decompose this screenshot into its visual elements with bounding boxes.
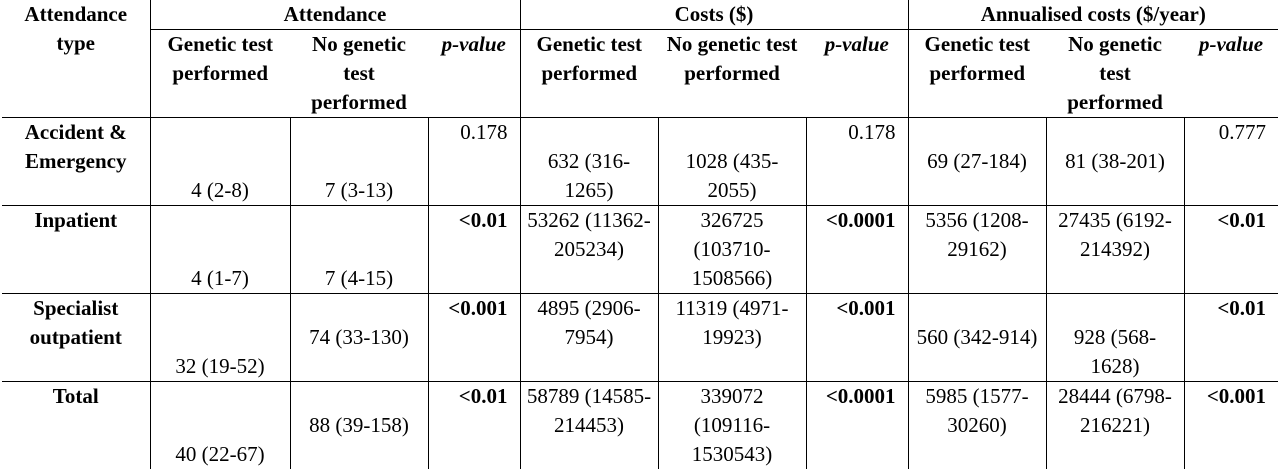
ann-no-genetic-cell: 28444 (6798-216221) <box>1046 382 1184 469</box>
annualised-costs-group-header: Annualised costs ($/year) <box>908 0 1278 30</box>
ann-no-genetic-cell: 81 (38-201) <box>1046 118 1184 206</box>
ann-genetic-cell: 560 (342-914) <box>908 294 1046 382</box>
table-row: Total 40 (22-67) 88 (39-158) <0.01 58789… <box>2 382 1278 469</box>
ann-pvalue-header: p-value <box>1184 30 1278 118</box>
att-no-genetic-header: No genetic test performed <box>290 30 428 118</box>
att-pvalue-header: p-value <box>428 30 520 118</box>
att-no-genetic-cell: 7 (3-13) <box>290 118 428 206</box>
att-genetic-cell: 40 (22-67) <box>150 382 290 469</box>
att-no-genetic-cell: 7 (4-15) <box>290 206 428 294</box>
ann-pvalue-cell: <0.01 <box>1184 206 1278 294</box>
cost-no-genetic-cell: 339072 (109116-1530543) <box>658 382 806 469</box>
row-label: Inpatient <box>2 206 150 294</box>
row-label: Total <box>2 382 150 469</box>
cost-no-genetic-header: No genetic test performed <box>658 30 806 118</box>
row-label-header: Attendance type <box>2 0 150 118</box>
ann-no-genetic-cell: 27435 (6192-214392) <box>1046 206 1184 294</box>
group-header-row: Attendance type Attendance Costs ($) Ann… <box>2 0 1278 30</box>
cost-genetic-cell: 58789 (14585-214453) <box>520 382 658 469</box>
cost-pvalue-cell: <0.0001 <box>806 382 908 469</box>
att-no-genetic-cell: 88 (39-158) <box>290 382 428 469</box>
ann-no-genetic-header: No genetic test performed <box>1046 30 1184 118</box>
cost-no-genetic-cell: 326725 (103710-1508566) <box>658 206 806 294</box>
cost-pvalue-cell: 0.178 <box>806 118 908 206</box>
subheader-row: Genetic test performed No genetic test p… <box>2 30 1278 118</box>
row-label: Specialist outpatient <box>2 294 150 382</box>
table-row: Accident & Emergency 4 (2-8) 7 (3-13) 0.… <box>2 118 1278 206</box>
ann-genetic-header: Genetic test performed <box>908 30 1046 118</box>
cost-no-genetic-cell: 11319 (4971-19923) <box>658 294 806 382</box>
ann-genetic-cell: 69 (27-184) <box>908 118 1046 206</box>
cost-genetic-cell: 632 (316-1265) <box>520 118 658 206</box>
attendance-group-header: Attendance <box>150 0 520 30</box>
table-row: Inpatient 4 (1-7) 7 (4-15) <0.01 53262 (… <box>2 206 1278 294</box>
cost-pvalue-cell: <0.0001 <box>806 206 908 294</box>
costs-group-header: Costs ($) <box>520 0 908 30</box>
att-genetic-cell: 4 (2-8) <box>150 118 290 206</box>
ann-pvalue-cell: <0.01 <box>1184 294 1278 382</box>
att-pvalue-cell: <0.01 <box>428 382 520 469</box>
cost-genetic-cell: 4895 (2906-7954) <box>520 294 658 382</box>
cost-no-genetic-cell: 1028 (435-2055) <box>658 118 806 206</box>
att-genetic-header: Genetic test performed <box>150 30 290 118</box>
ann-pvalue-cell: <0.001 <box>1184 382 1278 469</box>
att-genetic-cell: 4 (1-7) <box>150 206 290 294</box>
ann-genetic-cell: 5985 (1577-30260) <box>908 382 1046 469</box>
table-row: Specialist outpatient 32 (19-52) 74 (33-… <box>2 294 1278 382</box>
ann-no-genetic-cell: 928 (568-1628) <box>1046 294 1184 382</box>
att-genetic-cell: 32 (19-52) <box>150 294 290 382</box>
att-no-genetic-cell: 74 (33-130) <box>290 294 428 382</box>
ann-pvalue-cell: 0.777 <box>1184 118 1278 206</box>
att-pvalue-cell: <0.001 <box>428 294 520 382</box>
cost-genetic-cell: 53262 (11362-205234) <box>520 206 658 294</box>
cost-genetic-header: Genetic test performed <box>520 30 658 118</box>
cost-pvalue-header: p-value <box>806 30 908 118</box>
row-label: Accident & Emergency <box>2 118 150 206</box>
ann-genetic-cell: 5356 (1208-29162) <box>908 206 1046 294</box>
att-pvalue-cell: <0.01 <box>428 206 520 294</box>
cost-pvalue-cell: <0.001 <box>806 294 908 382</box>
att-pvalue-cell: 0.178 <box>428 118 520 206</box>
